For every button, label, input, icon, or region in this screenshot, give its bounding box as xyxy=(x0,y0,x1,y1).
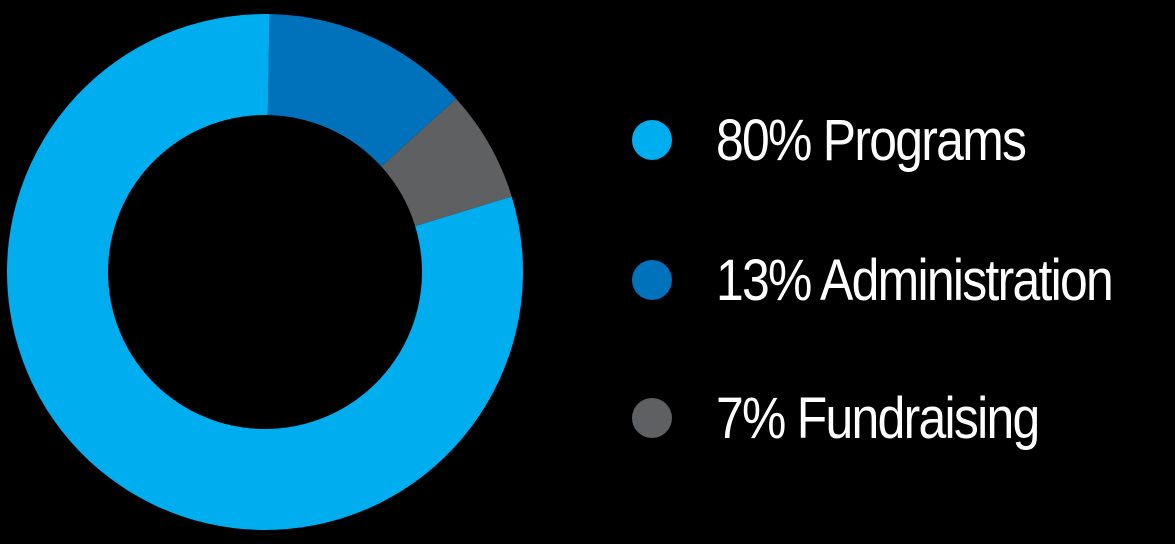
legend-item-programs: 80% Programs xyxy=(632,100,1076,180)
legend-label-programs: 80% Programs xyxy=(716,107,1027,173)
legend-swatch-fundraising xyxy=(632,398,672,438)
chart-legend: 80% Programs 13% Administration 7% Fundr… xyxy=(632,0,1172,544)
legend-label-fundraising: 7% Fundraising xyxy=(716,385,1040,451)
donut-slice-fundraising xyxy=(381,98,512,227)
legend-swatch-programs xyxy=(632,120,672,160)
legend-swatch-administration xyxy=(632,260,672,300)
donut-slice-administration xyxy=(267,14,457,167)
donut-slice-programs xyxy=(7,13,524,531)
legend-label-administration: 13% Administration xyxy=(716,247,1114,313)
donut-chart xyxy=(7,13,524,531)
legend-item-fundraising: 7% Fundraising xyxy=(632,378,1091,458)
legend-item-administration: 13% Administration xyxy=(632,240,1175,320)
